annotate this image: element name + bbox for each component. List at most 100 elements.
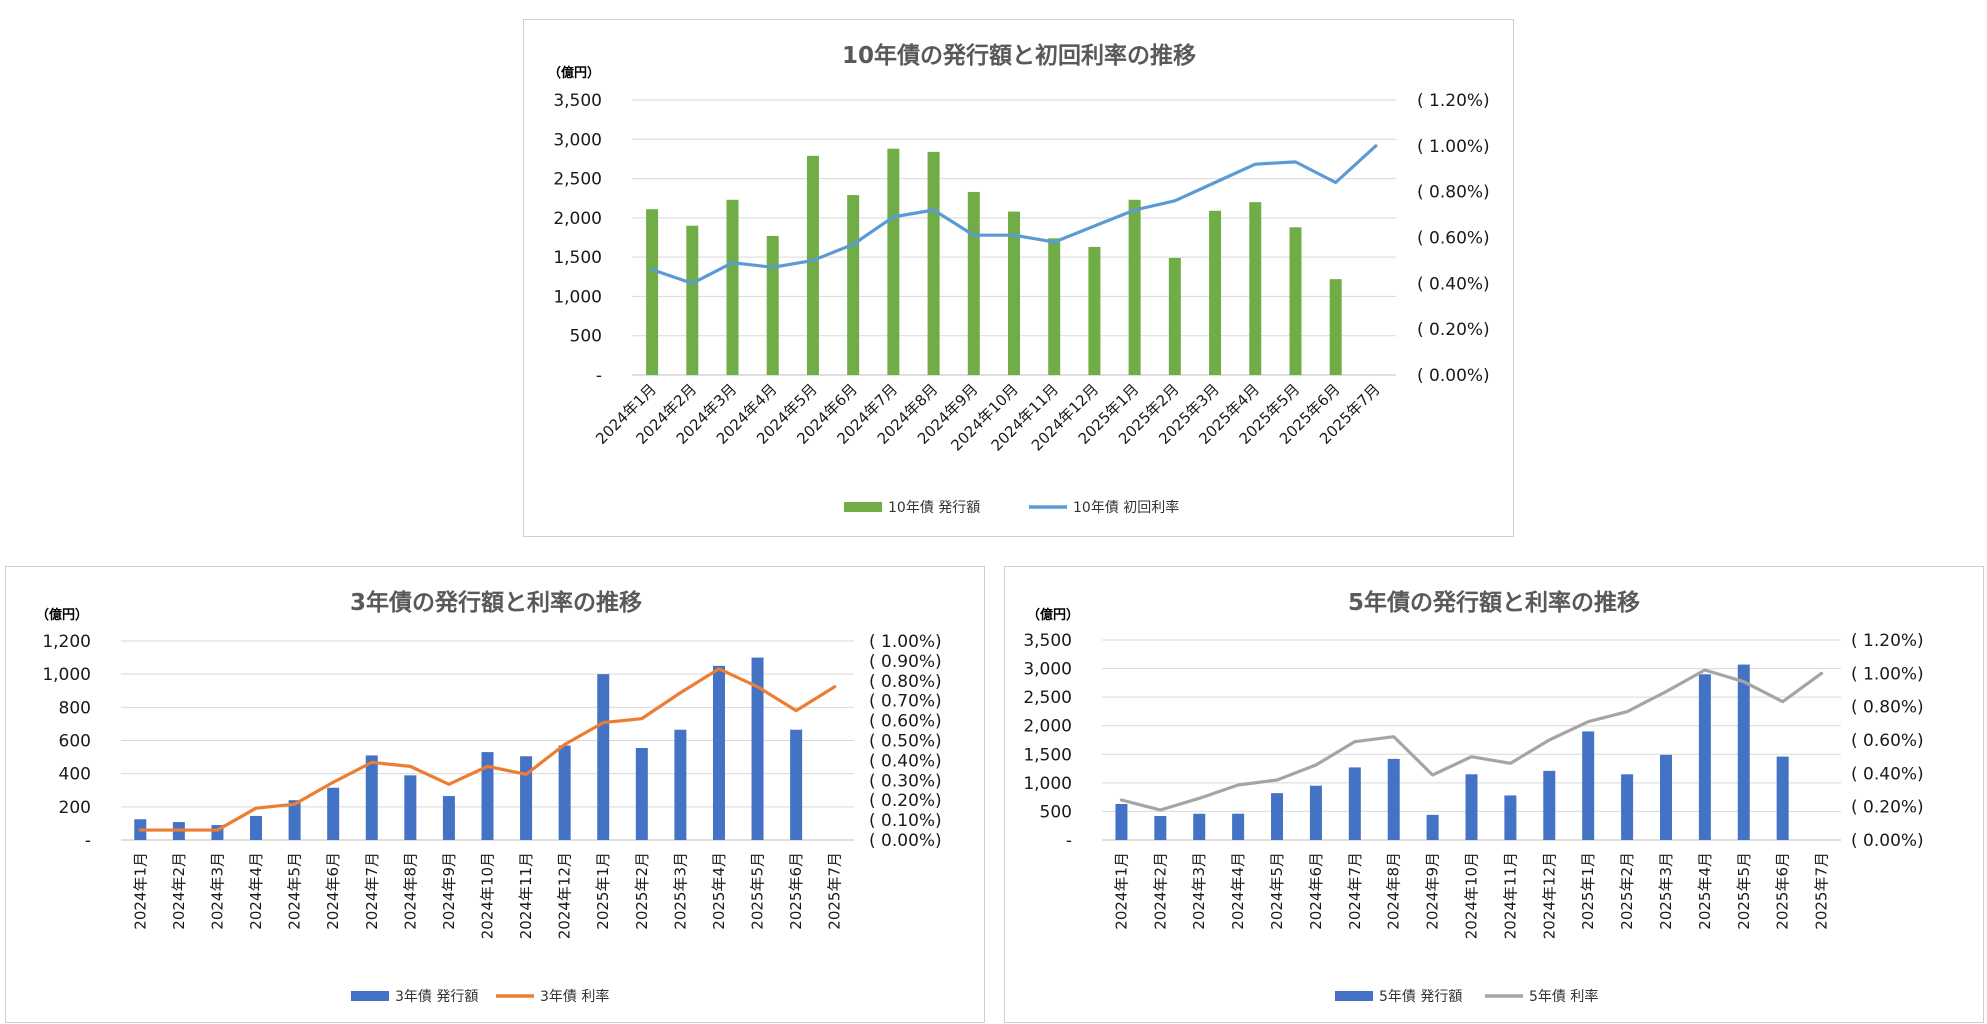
bar-10年債-発行額	[1048, 238, 1061, 375]
bar-5年債-発行額	[1115, 804, 1128, 840]
chart-5y-svg: 5年債の発行額と利率の推移 （億円） - 500 1,000 1,500 2,000 2,50…	[1023, 589, 1924, 1005]
line-point	[487, 765, 488, 767]
x-tick-label: 2025年7月	[1813, 852, 1831, 930]
x-tick-label: 2025年2月	[633, 852, 651, 930]
line-point	[1093, 225, 1095, 227]
bar-5年債-発行額	[1465, 774, 1478, 840]
line-point	[1120, 799, 1122, 801]
bar-10年債-発行額	[1329, 279, 1342, 375]
y-right-tick-label: ( 1.00%)	[869, 632, 942, 652]
bar-3年債-発行額	[481, 752, 494, 840]
x-tick-label: 2024年5月	[286, 852, 304, 930]
legend-label-bar: 10年債 発行額	[888, 500, 980, 516]
bar-5年債-発行額	[1698, 674, 1711, 840]
bar-10年債-発行額	[646, 209, 659, 375]
bar-5年債-発行額	[1737, 664, 1750, 840]
bar-5年債-発行額	[1426, 814, 1439, 840]
bar-5年債-発行額	[1271, 793, 1284, 840]
line-point	[1587, 721, 1589, 723]
y-right-tick-label: ( 0.20%)	[1851, 798, 1924, 818]
bar-5年債-発行額	[1776, 756, 1789, 840]
chart-3y-svg: 3年債の発行額と利率の推移 （億円） - 200 400 600 800 1,000 1,200…	[36, 589, 942, 1005]
x-tick-label: 2024年6月	[1307, 852, 1325, 930]
y-right-tick-label: ( 0.50%)	[869, 732, 942, 752]
line-point	[651, 269, 653, 271]
line-point	[1174, 200, 1176, 202]
line-point	[255, 807, 257, 809]
line-point	[371, 761, 373, 763]
legend-label-line: 5年債 利率	[1529, 988, 1598, 1005]
y-left-tick-label: 3,500	[553, 91, 602, 111]
line-point	[1743, 681, 1745, 683]
y-left-tick-label: 1,000	[553, 287, 602, 307]
line-point	[812, 259, 814, 261]
line-point	[1704, 669, 1706, 671]
line-point	[795, 710, 797, 712]
y-left-tick-label: 400	[59, 765, 91, 785]
y-right-tick-label: ( 0.40%)	[1417, 274, 1490, 294]
bar-10年債-発行額	[1088, 246, 1101, 375]
x-tick-label: 2024年2月	[170, 852, 188, 930]
x-tick-label: 2025年4月	[1696, 852, 1714, 930]
line-point	[1237, 784, 1239, 786]
y-axis-unit-label: （億円）	[36, 607, 88, 623]
y-left-tick-label: 2,000	[1023, 717, 1072, 737]
x-tick-label: 2024年12月	[556, 852, 574, 939]
x-tick-label: 2025年2月	[1618, 852, 1636, 930]
y-right-tick-label: ( 1.00%)	[1417, 137, 1490, 157]
bar-10年債-発行額	[766, 235, 779, 375]
line-point	[1782, 701, 1784, 703]
bar-3年債-発行額	[635, 747, 648, 840]
bar-5年債-発行額	[1582, 731, 1595, 840]
y-right-tick-label: ( 0.40%)	[869, 751, 942, 771]
y-right-tick-label: ( 0.70%)	[869, 692, 942, 712]
bar-5年債-発行額	[1543, 770, 1556, 840]
x-tick-label: 2025年6月	[787, 852, 805, 930]
y-left-tick-label: 2,500	[553, 170, 602, 190]
line-point	[1134, 209, 1136, 211]
line-point	[525, 773, 527, 775]
line-point	[1665, 691, 1667, 693]
x-tick-label: 2024年3月	[1190, 852, 1208, 930]
line-point	[1254, 163, 1256, 165]
bar-5年債-発行額	[1659, 754, 1672, 840]
y-left-tick-label: 1,500	[1023, 745, 1072, 765]
bar-3年債-発行額	[365, 755, 378, 840]
y-left-tick-label: 3,000	[553, 130, 602, 150]
x-tick-label: 2024年9月	[1424, 852, 1442, 930]
x-tick-label: 2025年4月	[710, 852, 728, 930]
bar-10年債-発行額	[967, 191, 980, 375]
y-left-tick-label: 500	[570, 327, 602, 347]
y-left-tick-label: 1,500	[553, 248, 602, 268]
line-point	[1509, 762, 1511, 764]
bar-3年債-発行額	[790, 729, 803, 840]
legend-label-line: 10年債 初回利率	[1073, 499, 1179, 516]
line-point	[216, 829, 218, 831]
y-left-tick-label: 3,500	[1023, 631, 1072, 651]
line-point	[641, 718, 643, 720]
y-axis-unit-label: （億円）	[548, 65, 600, 81]
y-right-tick-label: ( 0.00%)	[1851, 831, 1924, 851]
line-point	[1276, 779, 1278, 781]
y-left-tick-label: 1,200	[42, 632, 91, 652]
y-left-tick-label: -	[1066, 831, 1072, 851]
line-point	[1393, 736, 1395, 738]
x-tick-label: 2024年7月	[363, 852, 381, 930]
y-left-tick-label: 600	[59, 732, 91, 752]
x-tick-label: 2024年11月	[517, 852, 535, 939]
x-tick-label: 2025年5月	[1735, 852, 1753, 930]
line-point	[691, 282, 693, 284]
line-point	[718, 668, 720, 670]
bar-10年債-発行額	[1008, 211, 1020, 375]
x-tick-label: 2024年10月	[479, 852, 497, 939]
chart-title: 10年債の発行額と初回利率の推移	[842, 42, 1196, 69]
y-right-tick-label: ( 0.10%)	[869, 811, 942, 831]
line-point	[1198, 797, 1200, 799]
line-point	[332, 781, 334, 783]
x-tick-label: 2025年3月	[1657, 852, 1675, 930]
line-point	[564, 743, 566, 745]
line-point	[1821, 672, 1823, 674]
y-right-tick-label: ( 0.60%)	[1851, 731, 1924, 751]
bar-10年債-発行額	[927, 151, 940, 375]
chart-panel-5y: 5年債の発行額と利率の推移 （億円） - 500 1,000 1,500 2,000 2,50…	[1004, 566, 1984, 1023]
